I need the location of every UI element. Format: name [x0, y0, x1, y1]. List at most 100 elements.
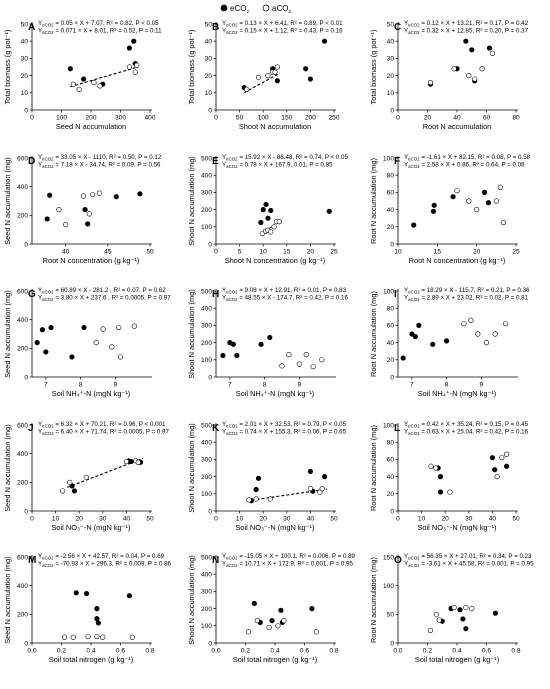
y-axis-label-l: Root N accumulation (mg)	[369, 425, 378, 511]
x-tick-label-b: 150	[281, 115, 292, 122]
point-l-eco2	[437, 489, 444, 495]
y-axis-label-e: Shoot N accumulation (mg)	[187, 156, 196, 246]
y-tick-label-l: 100	[383, 422, 394, 429]
point-j-aco2	[123, 458, 129, 465]
equation-g-aco2: YaCO2 = 3.80 × X + 237.6 , R² = 0.0005, …	[38, 295, 171, 303]
x-axis-label-c: Root N accumulation	[423, 122, 492, 131]
point-b-eco2	[274, 78, 280, 84]
y-tick-label-d: 0	[24, 241, 28, 248]
point-i-aco2	[483, 340, 490, 346]
point-n-eco2	[278, 607, 284, 613]
x-tick-label-b: 50	[236, 115, 244, 122]
x-tick-label-n: 0.4	[270, 648, 279, 655]
y-tick-label-o: 100	[383, 583, 394, 590]
equation-f-aco2: YaCO2 = 2.58 × X + 0.86, R² = 0.64, P = …	[404, 162, 525, 170]
panel-letter-n: N	[212, 555, 219, 566]
x-tick-label-e: 0	[214, 249, 218, 256]
x-tick-label-l: 0	[396, 516, 400, 523]
y-tick-label-f: 20	[387, 224, 395, 231]
point-m-eco2	[126, 593, 132, 599]
x-tick-label-g: 9	[113, 382, 117, 389]
y-tick-label-m: 600	[17, 554, 28, 561]
point-a-eco2	[67, 66, 73, 72]
y-tick-label-k: 200	[201, 474, 212, 481]
x-tick-label-c: 80	[512, 115, 520, 122]
equation-a-eco2: YeCO2 = 0.05 × X + 7.07, R² = 0.82, P < …	[38, 20, 159, 28]
y-tick-label-k: 500	[201, 422, 212, 429]
panel-letter-i: I	[394, 289, 397, 300]
equation-b-aco2: YaCO2 = 0.15 × X + 1.12, R² = 0.43, P = …	[222, 28, 343, 36]
x-tick-label-i: 9	[479, 382, 483, 389]
point-m-eco2	[94, 616, 100, 622]
panel-letter-j: J	[28, 423, 34, 434]
x-tick-label-e: 25	[330, 249, 338, 256]
x-tick-label-o: 0.2	[423, 648, 432, 655]
point-n-aco2	[245, 629, 252, 635]
panel-j: 0 200 400 600 0 10 20 30 40 50 Soil NO₃⁻-N (mgN kg…	[3, 421, 169, 532]
y-tick-label-d: 600	[17, 155, 28, 162]
point-l-eco2	[489, 455, 496, 461]
point-i-aco2	[502, 321, 509, 327]
point-k-eco2	[253, 486, 259, 493]
y-tick-label-c: 20	[387, 73, 395, 80]
panel-o: 0 50 100 150 0.0 0.2 0.4 0.6 0.8 Soil total nitro…	[369, 553, 534, 664]
point-h-aco2	[319, 357, 325, 363]
x-tick-label-a: 0	[30, 115, 34, 122]
y-tick-label-j: 600	[17, 422, 28, 429]
x-tick-label-a: 200	[85, 115, 96, 122]
equation-n-aco2: YaCO2 = 10.71 × X + 172.9, R² = 0.001, P…	[222, 561, 353, 569]
point-h-aco2	[279, 363, 285, 369]
point-g-eco2	[48, 324, 54, 331]
point-d-aco2	[63, 222, 69, 228]
y-tick-label-b: 10	[205, 90, 213, 97]
y-axis-label-j: Seed N accumulation (mg)	[3, 424, 12, 512]
point-b-aco2	[272, 69, 278, 75]
x-tick-label-f: 15	[434, 249, 442, 256]
point-d-eco2	[137, 191, 143, 197]
x-tick-label-k: 20	[260, 516, 268, 523]
y-tick-label-k: 0	[208, 508, 212, 515]
y-axis-label-h: Shoot N accumulation (mg)	[187, 289, 196, 379]
y-tick-label-g: 400	[17, 317, 28, 324]
point-m-aco2	[94, 633, 100, 640]
y-tick-label-k: 400	[201, 440, 212, 447]
x-tick-label-j: 30	[99, 516, 107, 523]
point-a-aco2	[76, 86, 82, 92]
point-h-eco2	[267, 334, 273, 341]
y-tick-label-e: 0	[208, 241, 212, 248]
point-f-eco2	[450, 194, 456, 200]
point-a-eco2	[126, 45, 132, 51]
point-a-aco2	[70, 81, 76, 87]
y-tick-label-n: 100	[201, 623, 212, 630]
point-a-aco2	[91, 79, 97, 86]
x-tick-label-l: 30	[465, 516, 473, 523]
point-c-aco2	[451, 66, 457, 72]
y-tick-label-f: 60	[387, 190, 395, 197]
x-tick-label-a: 300	[115, 115, 126, 122]
point-b-aco2	[255, 74, 262, 80]
y-tick-label-j: 400	[17, 451, 28, 458]
x-tick-label-h: 7	[228, 382, 232, 389]
point-i-eco2	[400, 355, 406, 361]
y-tick-label-m: 0	[24, 640, 28, 647]
equation-l-aco2: YaCO2 = 0.63 × X + 25.04, R² = 0.42, P =…	[404, 429, 529, 437]
point-i-aco2	[492, 331, 498, 337]
point-o-aco2	[463, 604, 469, 611]
y-axis-label-c: Total biomass (g pot⁻¹)	[369, 30, 378, 105]
y-tick-label-h: 100	[201, 357, 212, 364]
x-tick-label-o: 0.4	[452, 648, 461, 655]
point-k-eco2	[307, 468, 314, 475]
panel-f: 0 20 40 60 80 100 10 15 20 25 Root N concentration…	[369, 154, 531, 265]
x-tick-label-j: 0	[30, 516, 34, 523]
x-tick-label-m: 0.8	[145, 648, 154, 655]
point-c-aco2	[479, 66, 485, 72]
y-axis-label-i: Root N accumulation (mg)	[369, 291, 378, 377]
y-axis-label-d: Seed N accumulation (mg)	[3, 157, 12, 245]
point-c-eco2	[469, 47, 475, 53]
point-e-eco2	[268, 207, 274, 214]
point-g-eco2	[34, 340, 40, 346]
point-e-aco2	[268, 229, 274, 235]
x-axis-label-a: Seed N accumulation	[56, 122, 126, 131]
point-n-aco2	[254, 618, 260, 624]
